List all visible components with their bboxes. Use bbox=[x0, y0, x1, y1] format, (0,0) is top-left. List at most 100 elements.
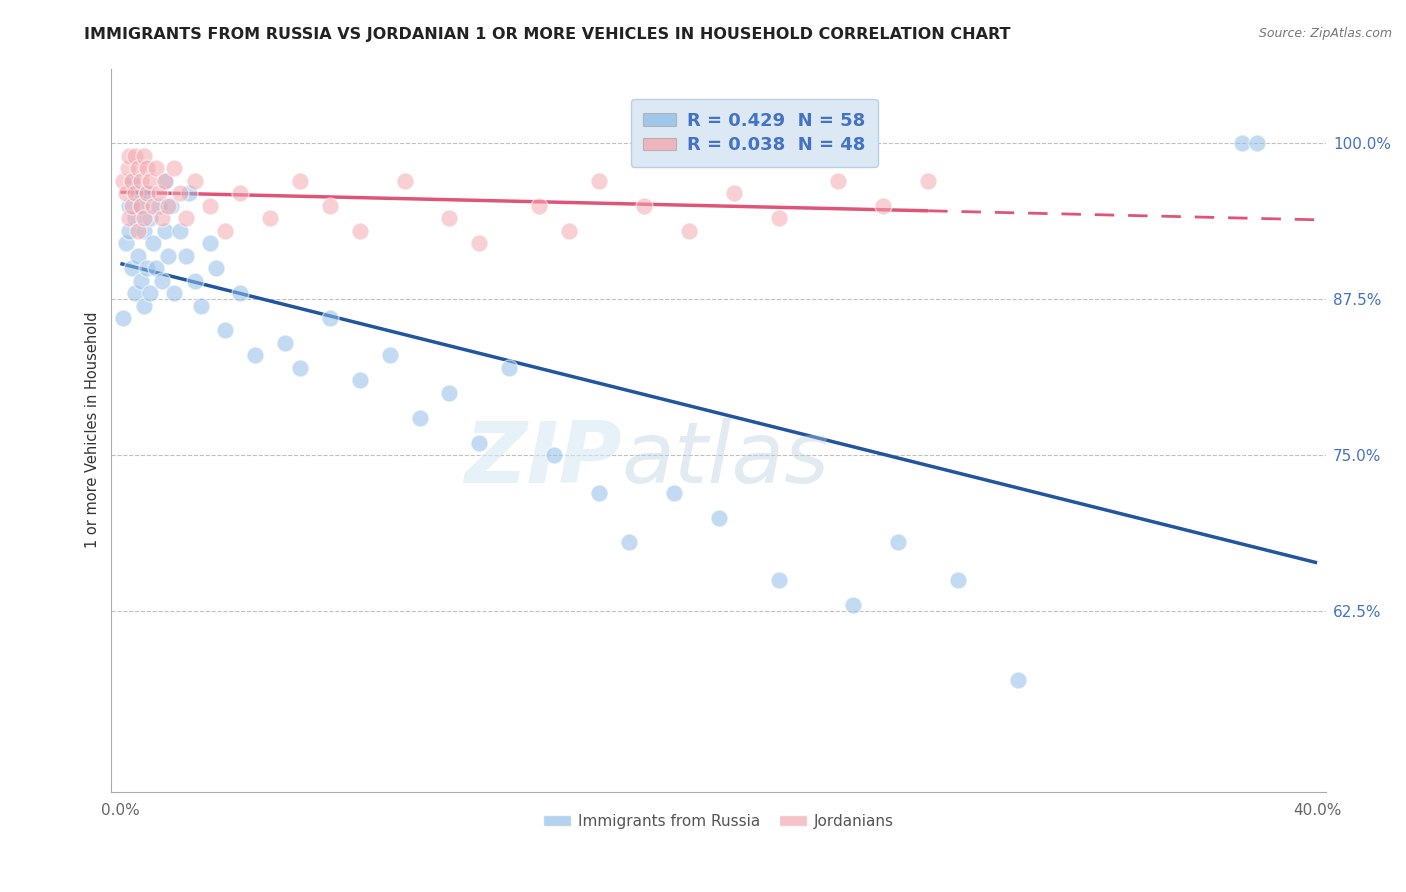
Point bbox=[408, 410, 430, 425]
Point bbox=[124, 149, 146, 163]
Point bbox=[349, 224, 371, 238]
Point bbox=[887, 535, 910, 549]
Point bbox=[136, 261, 159, 276]
Point bbox=[121, 261, 143, 276]
Point bbox=[468, 435, 491, 450]
Point bbox=[243, 348, 266, 362]
Point bbox=[112, 174, 135, 188]
Point bbox=[198, 199, 221, 213]
Point bbox=[160, 199, 183, 213]
Point bbox=[131, 174, 153, 188]
Point bbox=[394, 174, 416, 188]
Point bbox=[118, 211, 141, 226]
Text: IMMIGRANTS FROM RUSSIA VS JORDANIAN 1 OR MORE VEHICLES IN HOUSEHOLD CORRELATION : IMMIGRANTS FROM RUSSIA VS JORDANIAN 1 OR… bbox=[84, 27, 1011, 42]
Point bbox=[678, 224, 700, 238]
Point bbox=[827, 174, 849, 188]
Point bbox=[131, 274, 153, 288]
Point bbox=[127, 161, 149, 176]
Point bbox=[274, 335, 297, 350]
Point bbox=[127, 249, 149, 263]
Point bbox=[205, 261, 228, 276]
Point bbox=[169, 224, 191, 238]
Text: Source: ZipAtlas.com: Source: ZipAtlas.com bbox=[1258, 27, 1392, 40]
Point bbox=[468, 236, 491, 251]
Point bbox=[127, 186, 149, 201]
Point bbox=[150, 274, 173, 288]
Point bbox=[662, 485, 685, 500]
Point bbox=[121, 199, 143, 213]
Point bbox=[112, 310, 135, 325]
Point bbox=[124, 186, 146, 201]
Point bbox=[723, 186, 745, 201]
Point bbox=[118, 224, 141, 238]
Point bbox=[157, 199, 180, 213]
Point bbox=[1232, 136, 1254, 151]
Point bbox=[155, 174, 177, 188]
Point bbox=[142, 236, 165, 251]
Point bbox=[155, 224, 177, 238]
Point bbox=[174, 249, 197, 263]
Point bbox=[121, 174, 143, 188]
Point bbox=[319, 310, 342, 325]
Point bbox=[145, 161, 167, 176]
Point bbox=[439, 211, 461, 226]
Point bbox=[229, 286, 252, 301]
Point bbox=[633, 199, 655, 213]
Point bbox=[1246, 136, 1268, 151]
Point bbox=[169, 186, 191, 201]
Point bbox=[588, 174, 610, 188]
Point bbox=[148, 186, 170, 201]
Point bbox=[184, 274, 207, 288]
Point bbox=[145, 261, 167, 276]
Point bbox=[768, 211, 790, 226]
Text: ZIP: ZIP bbox=[464, 417, 621, 500]
Point bbox=[1007, 673, 1029, 687]
Point bbox=[139, 211, 162, 226]
Point bbox=[498, 360, 520, 375]
Point bbox=[136, 161, 159, 176]
Point bbox=[946, 573, 969, 587]
Point bbox=[184, 174, 207, 188]
Point bbox=[288, 174, 311, 188]
Point bbox=[131, 199, 153, 213]
Point bbox=[155, 174, 177, 188]
Point bbox=[134, 298, 156, 312]
Point bbox=[229, 186, 252, 201]
Point bbox=[259, 211, 281, 226]
Point bbox=[139, 286, 162, 301]
Point bbox=[174, 211, 197, 226]
Point bbox=[214, 323, 236, 337]
Point bbox=[157, 249, 180, 263]
Point bbox=[121, 174, 143, 188]
Point bbox=[617, 535, 640, 549]
Point bbox=[118, 149, 141, 163]
Point bbox=[917, 174, 939, 188]
Point bbox=[131, 199, 153, 213]
Point bbox=[127, 224, 149, 238]
Point bbox=[198, 236, 221, 251]
Point bbox=[150, 211, 173, 226]
Point bbox=[349, 373, 371, 387]
Legend: Immigrants from Russia, Jordanians: Immigrants from Russia, Jordanians bbox=[537, 808, 900, 835]
Point bbox=[134, 224, 156, 238]
Point bbox=[288, 360, 311, 375]
Point bbox=[142, 199, 165, 213]
Point bbox=[768, 573, 790, 587]
Point bbox=[136, 186, 159, 201]
Point bbox=[543, 448, 565, 462]
Point bbox=[124, 286, 146, 301]
Point bbox=[117, 161, 139, 176]
Point bbox=[118, 199, 141, 213]
Point bbox=[190, 298, 212, 312]
Point bbox=[124, 211, 146, 226]
Point bbox=[163, 161, 186, 176]
Point bbox=[872, 199, 894, 213]
Point bbox=[148, 199, 170, 213]
Y-axis label: 1 or more Vehicles in Household: 1 or more Vehicles in Household bbox=[86, 312, 100, 549]
Point bbox=[319, 199, 342, 213]
Point bbox=[115, 186, 138, 201]
Point bbox=[134, 211, 156, 226]
Point bbox=[588, 485, 610, 500]
Point bbox=[378, 348, 401, 362]
Point bbox=[707, 510, 730, 524]
